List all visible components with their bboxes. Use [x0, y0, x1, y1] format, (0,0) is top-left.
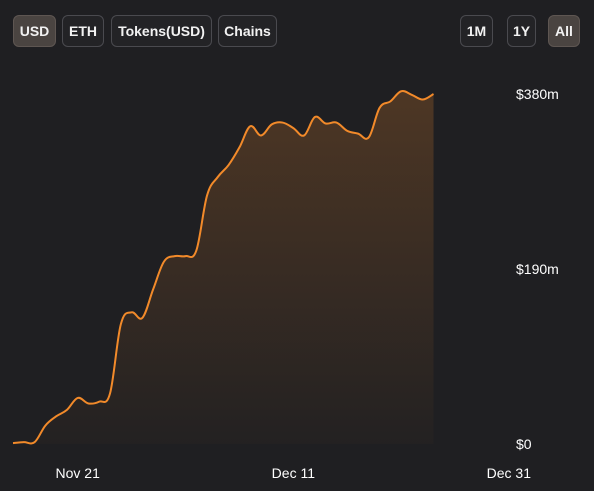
- range-1m-button[interactable]: 1M: [460, 15, 493, 47]
- currency-eth-button[interactable]: ETH: [62, 15, 104, 47]
- currency-chains-button[interactable]: Chains: [218, 15, 277, 47]
- y-tick-label: $190m: [516, 261, 559, 277]
- currency-usd-button[interactable]: USD: [13, 15, 56, 47]
- range-1y-button[interactable]: 1Y: [507, 15, 536, 47]
- y-tick-label: $0: [516, 436, 532, 452]
- range-all-button[interactable]: All: [548, 15, 580, 47]
- currency-tokens-usd-button[interactable]: Tokens(USD): [111, 15, 212, 47]
- x-tick-label: Dec 11: [272, 465, 316, 481]
- plot-area: $0 $190m $380m Nov 21 Dec 11 Dec 31: [12, 86, 559, 481]
- area-fill: [13, 91, 434, 445]
- x-tick-label: Nov 21: [56, 465, 101, 481]
- x-tick-label: Dec 31: [487, 465, 532, 481]
- series-line: [12, 90, 435, 445]
- y-tick-label: $380m: [516, 86, 559, 102]
